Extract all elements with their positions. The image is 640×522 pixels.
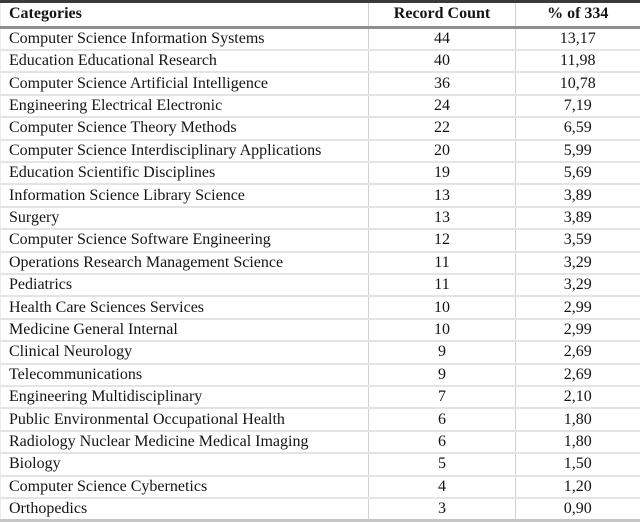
table-row: Pediatrics 11 3,29 bbox=[0, 272, 640, 297]
percent-cell: 1,80 bbox=[515, 407, 640, 431]
category-cell: Medicine General Internal bbox=[0, 317, 369, 342]
table-row: Operations Research Management Science 11… bbox=[0, 250, 640, 274]
percent-cell: 7,19 bbox=[515, 93, 640, 118]
record-count-cell: 9 bbox=[368, 340, 516, 364]
table-row: Public Environmental Occupational Health… bbox=[0, 407, 640, 431]
record-count-cell: 11 bbox=[368, 250, 516, 274]
record-count-cell: 40 bbox=[368, 48, 516, 73]
table-row: Biology 5 1,50 bbox=[0, 452, 640, 476]
category-cell: Computer Science Software Engineering bbox=[0, 228, 369, 252]
record-count-cell: 13 bbox=[368, 183, 516, 207]
category-cell: Surgery bbox=[0, 205, 369, 230]
category-cell: Pediatrics bbox=[0, 272, 369, 297]
category-cell: Computer Science Theory Methods bbox=[0, 116, 369, 140]
record-count-cell: 44 bbox=[368, 27, 516, 50]
record-count-cell: 22 bbox=[368, 116, 516, 140]
category-cell: Computer Science Cybernetics bbox=[0, 474, 369, 499]
record-count-cell: 9 bbox=[368, 362, 516, 386]
category-cell: Health Care Sciences Services bbox=[0, 295, 369, 319]
record-count-cell: 36 bbox=[368, 71, 516, 95]
record-count-cell: 6 bbox=[368, 429, 516, 454]
table-body: Computer Science Information Systems 44 13… bbox=[0, 27, 640, 521]
table-row: Information Science Library Science 13 3,8… bbox=[0, 183, 640, 207]
percent-cell: 1,20 bbox=[515, 474, 640, 499]
table-row: Computer Science Interdisciplinary Appli… bbox=[0, 138, 640, 162]
table-row: Computer Science Information Systems 44 13… bbox=[1, 27, 640, 50]
category-cell: Education Educational Research bbox=[0, 48, 369, 73]
table-row: Computer Science Theory Methods 22 6,59 bbox=[0, 116, 640, 140]
record-count-cell: 19 bbox=[368, 160, 516, 185]
column-header-percent: % of 334 bbox=[515, 1, 640, 29]
category-cell: Orthopedics bbox=[0, 497, 369, 521]
column-header-record-count: Record Count bbox=[368, 1, 516, 29]
category-cell: Engineering Electrical Electronic bbox=[0, 93, 369, 118]
category-cell: Clinical Neurology bbox=[0, 340, 369, 364]
column-header-categories: Categories bbox=[0, 1, 369, 29]
category-cell: Information Science Library Science bbox=[0, 183, 369, 207]
category-cell: Operations Research Management Science bbox=[0, 250, 369, 274]
record-count-cell: 10 bbox=[368, 317, 516, 342]
table-row: Orthopedics 3 0,90 bbox=[0, 497, 640, 521]
percent-cell: 10,78 bbox=[515, 71, 640, 95]
table-row: Engineering Multidisciplinary 7 2,10 bbox=[0, 384, 640, 409]
table-row: Medicine General Internal 10 2,99 bbox=[0, 317, 640, 342]
percent-cell: 13,17 bbox=[515, 27, 640, 50]
percent-cell: 11,98 bbox=[515, 48, 640, 73]
category-cell: Computer Science Information Systems bbox=[9, 29, 265, 47]
category-cell: Biology bbox=[0, 452, 369, 476]
percent-cell: 1,50 bbox=[515, 452, 640, 476]
table-row: Engineering Electrical Electronic 24 7,19 bbox=[0, 93, 640, 118]
table-row: Surgery 13 3,89 bbox=[0, 205, 640, 230]
percent-cell: 3,29 bbox=[515, 250, 640, 274]
category-cell: Telecommunications bbox=[0, 362, 369, 386]
percent-cell: 2,10 bbox=[515, 384, 640, 409]
table-row: Radiology Nuclear Medicine Medical Imagi… bbox=[0, 429, 640, 454]
table-row: Computer Science Cybernetics 4 1,20 bbox=[0, 474, 640, 499]
table-row: Clinical Neurology 9 2,69 bbox=[0, 340, 640, 364]
table-row: Education Scientific Disciplines 19 5,69 bbox=[0, 160, 640, 185]
percent-cell: 6,59 bbox=[515, 116, 640, 140]
percent-cell: 1,80 bbox=[515, 429, 640, 454]
record-count-cell: 11 bbox=[368, 272, 516, 297]
category-cell: Radiology Nuclear Medicine Medical Imagi… bbox=[0, 429, 369, 454]
record-count-cell: 10 bbox=[368, 295, 516, 319]
record-count-cell: 24 bbox=[368, 93, 516, 118]
record-count-cell: 4 bbox=[368, 474, 516, 499]
category-cell: Computer Science Artificial Intelligence bbox=[0, 71, 369, 95]
percent-cell: 5,99 bbox=[515, 138, 640, 162]
record-count-cell: 7 bbox=[368, 384, 516, 409]
percent-cell: 3,89 bbox=[515, 205, 640, 230]
category-cell: Engineering Multidisciplinary bbox=[0, 384, 369, 409]
percent-cell: 2,99 bbox=[515, 317, 640, 342]
table-row: Computer Science Software Engineering 12 3… bbox=[0, 228, 640, 252]
category-cell: Education Scientific Disciplines bbox=[0, 160, 369, 185]
percent-cell: 2,99 bbox=[515, 295, 640, 319]
record-count-cell: 3 bbox=[368, 497, 516, 521]
percent-cell: 3,29 bbox=[515, 272, 640, 297]
percent-cell: 0,90 bbox=[515, 497, 640, 521]
percent-cell: 3,89 bbox=[515, 183, 640, 207]
record-count-cell: 20 bbox=[368, 138, 516, 162]
percent-cell: 2,69 bbox=[515, 340, 640, 364]
table-row: Health Care Sciences Services 10 2,99 bbox=[0, 295, 640, 319]
percent-cell: 2,69 bbox=[515, 362, 640, 386]
category-cell: Public Environmental Occupational Health bbox=[0, 407, 369, 431]
category-cell: Computer Science Interdisciplinary Appli… bbox=[0, 138, 369, 162]
percent-cell: 3,59 bbox=[515, 228, 640, 252]
record-count-cell: 12 bbox=[368, 228, 516, 252]
table-header-row: Categories Record Count % of 334 bbox=[0, 1, 640, 29]
record-count-cell: 13 bbox=[368, 205, 516, 230]
percent-cell: 5,69 bbox=[515, 160, 640, 185]
record-count-cell: 6 bbox=[368, 407, 516, 431]
table-row: Education Educational Research 40 11,98 bbox=[0, 48, 640, 73]
record-count-cell: 5 bbox=[368, 452, 516, 476]
table-row: Computer Science Artificial Intelligence… bbox=[0, 71, 640, 95]
table-row: Telecommunications 9 2,69 bbox=[0, 362, 640, 386]
